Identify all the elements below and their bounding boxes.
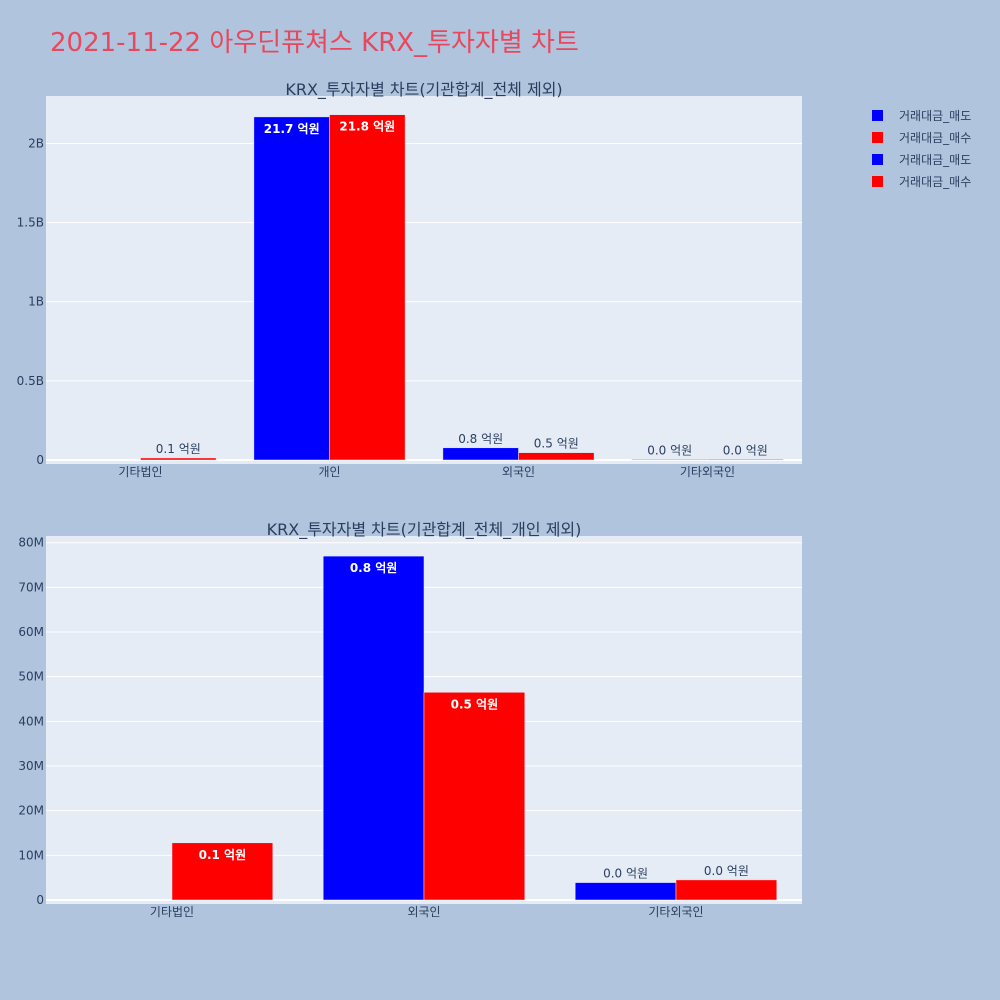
chart-2: 0 10M 20M 30M 40M 50M 60M 70M 80M KRX_투자자별 차트(기관합… [18, 520, 802, 919]
data-label: 21.7 억원 [264, 122, 320, 136]
y-tick-label: 20M [18, 804, 44, 818]
data-label: 0.5 억원 [534, 437, 579, 451]
bar [442, 447, 519, 461]
bar [631, 459, 708, 461]
bar [574, 882, 677, 901]
x-tick-label: 기타법인 [118, 465, 162, 479]
legend-item[interactable]: 거래대금_매수 [872, 170, 971, 192]
y-tick-label: 60M [18, 625, 44, 639]
y-tick-label: 1B [28, 295, 44, 309]
bar [707, 459, 784, 461]
legend-label: 거래대금_매수 [899, 130, 972, 145]
data-label: 0.0 억원 [723, 443, 768, 457]
y-tick-label: 0 [36, 893, 44, 907]
y-tick-label: 30M [18, 759, 44, 773]
data-label: 0.8 억원 [458, 432, 503, 446]
legend-label: 거래대금_매수 [899, 174, 972, 189]
chart-title: KRX_투자자별 차트(기관합계_전체_개인 제외) [267, 520, 582, 540]
plot-area [46, 96, 802, 464]
y-tick-label: 70M [18, 580, 44, 594]
data-label: 0.1 억원 [199, 848, 247, 862]
y-tick-label: 80M [18, 536, 44, 550]
y-tick-label: 10M [18, 848, 44, 862]
legend-item[interactable]: 거래대금_매도 [872, 148, 971, 170]
bar [675, 879, 778, 901]
data-label: 0.1 억원 [156, 442, 201, 456]
x-tick-label: 기타외국인 [680, 465, 735, 479]
x-tick-label: 개인 [318, 465, 340, 479]
x-tick-label: 기타외국인 [648, 905, 703, 919]
y-tick-label: 50M [18, 670, 44, 684]
legend-swatch [872, 131, 883, 143]
bar [423, 692, 526, 901]
bar [140, 457, 217, 461]
y-tick-label: 2B [28, 136, 44, 150]
legend-swatch [872, 175, 883, 187]
chart-1: 0 0.5B 1B 1.5B 2B KRX_투자자별 차트(기관합계_전체 제외) 기타법인… [17, 80, 802, 479]
bar [253, 116, 330, 461]
legend-label: 거래대금_매도 [899, 108, 972, 123]
bar [518, 452, 595, 461]
chart-title: KRX_투자자별 차트(기관합계_전체 제외) [285, 80, 562, 100]
legend: 거래대금_매도 거래대금_매수 거래대금_매도 거래대금_매수 [872, 104, 971, 192]
x-tick-label: 외국인 [407, 905, 440, 919]
bar [322, 555, 425, 901]
legend-item[interactable]: 거래대금_매수 [872, 126, 971, 148]
data-label: 0.0 억원 [647, 443, 692, 457]
data-label: 21.8 억원 [339, 120, 395, 134]
bar [171, 842, 274, 901]
data-label: 0.0 억원 [704, 864, 749, 878]
data-label: 0.5 억원 [451, 697, 499, 711]
legend-swatch [872, 153, 883, 165]
y-tick-label: 40M [18, 714, 44, 728]
legend-label: 거래대금_매도 [899, 152, 972, 167]
y-tick-label: 0.5B [17, 374, 44, 388]
page-title: 2021-11-22 아우딘퓨쳐스 KRX_투자자별 차트 [50, 28, 579, 58]
bar [329, 114, 406, 461]
legend-swatch [872, 109, 883, 121]
x-tick-label: 기타법인 [150, 905, 194, 919]
y-tick-label: 0 [36, 453, 44, 467]
y-tick-label: 1.5B [17, 216, 44, 230]
x-tick-label: 외국인 [502, 465, 535, 479]
data-label: 0.8 억원 [350, 561, 398, 575]
data-label: 0.0 억원 [603, 867, 648, 881]
legend-item[interactable]: 거래대금_매도 [872, 104, 971, 126]
